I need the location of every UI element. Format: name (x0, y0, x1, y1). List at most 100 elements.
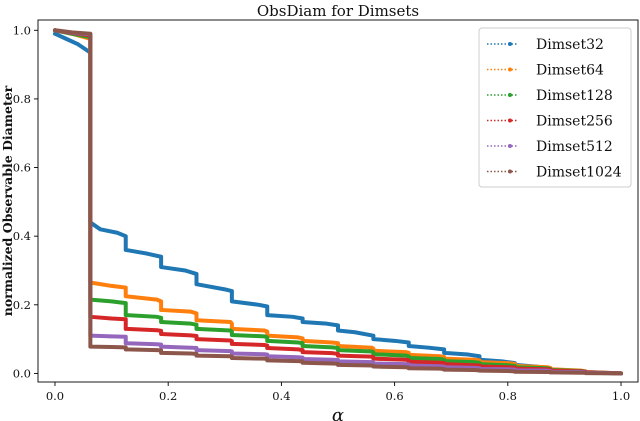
x-tick-label: 0.0 (46, 389, 64, 403)
data-point (579, 370, 584, 375)
data-point (442, 347, 446, 352)
x-tick-label: 0.4 (272, 389, 290, 403)
legend-marker (508, 118, 512, 123)
legend-label: Dimset128 (536, 88, 613, 104)
data-point (194, 282, 199, 287)
axes: 0.0 0.2 0.4 0.6 0.8 1.0 0.0 0.2 0.4 0.6 0.8 1.0 (13, 19, 639, 403)
data-point (189, 309, 193, 314)
data-point (404, 357, 408, 362)
data-point (265, 313, 270, 317)
x-axis-label: α (332, 405, 344, 421)
data-point (513, 369, 517, 374)
data-point (472, 368, 476, 372)
y-tick-label: 0.8 (13, 92, 31, 106)
data-point (183, 268, 187, 273)
data-point (371, 333, 376, 338)
legend-marker (508, 169, 512, 174)
data-point (353, 330, 357, 335)
data-point (371, 337, 376, 341)
data-point (262, 334, 267, 339)
data-point (336, 363, 340, 367)
data-point (477, 368, 482, 373)
data-point (123, 248, 128, 252)
legend-marker (508, 144, 512, 148)
data-point (300, 350, 305, 354)
data-point (406, 340, 411, 345)
y-tick-label: 0.2 (13, 298, 31, 312)
data-point (123, 234, 128, 238)
data-point (230, 339, 234, 343)
data-point (265, 346, 270, 350)
data-point (336, 353, 340, 358)
data-point (88, 344, 93, 349)
data-point (159, 308, 163, 312)
data-point (404, 353, 408, 358)
legend-label: Dimset64 (536, 63, 604, 79)
data-point (296, 335, 301, 340)
data-point (392, 339, 397, 343)
data-point (506, 369, 510, 373)
data-point (194, 311, 199, 316)
legend-label: Dimset1024 (536, 165, 622, 181)
data-point (330, 351, 335, 355)
data-point (300, 316, 305, 321)
data-point (194, 334, 199, 338)
data-point (98, 227, 103, 232)
data-point (404, 350, 408, 354)
legend-box (478, 27, 632, 188)
data-point (230, 333, 234, 337)
data-point (438, 357, 442, 361)
data-point (155, 348, 159, 352)
legend-label: Dimset32 (536, 37, 604, 53)
data-point (155, 297, 159, 302)
data-point (53, 28, 57, 33)
data-point (194, 337, 199, 341)
data-point (64, 37, 69, 41)
legend-marker (508, 42, 512, 46)
y-tick-label: 0.4 (13, 229, 31, 243)
data-point (438, 366, 442, 371)
data-point (88, 31, 93, 36)
data-point (155, 328, 159, 332)
data-point (159, 316, 163, 320)
chart-title: ObsDiam for Dimsets (257, 2, 419, 20)
data-point (194, 327, 199, 331)
data-point (123, 327, 128, 331)
legend-marker (508, 67, 512, 72)
x-tick-label: 1.0 (612, 389, 630, 403)
data-point (189, 321, 193, 326)
data-point (194, 318, 199, 323)
data-point (159, 332, 163, 336)
legend-label: Dimset512 (536, 139, 613, 155)
data-point (442, 351, 446, 355)
data-point (189, 345, 193, 350)
data-point (371, 356, 376, 361)
data-point (426, 345, 431, 350)
y-tick-label: 1.0 (13, 23, 31, 37)
data-point (123, 285, 128, 290)
data-point (123, 347, 128, 352)
data-point (70, 30, 74, 35)
data-point (336, 328, 340, 333)
data-point (189, 351, 193, 356)
data-point (159, 299, 163, 304)
data-point (194, 353, 199, 358)
data-point (194, 272, 199, 276)
data-point (548, 370, 553, 375)
data-point (265, 329, 270, 334)
data-point (300, 344, 305, 348)
data-point (194, 348, 199, 352)
data-point (123, 301, 128, 305)
data-point (159, 320, 163, 324)
data-point (159, 329, 163, 333)
data-point (230, 329, 234, 334)
data-point (371, 364, 376, 369)
data-point (583, 371, 588, 375)
data-point (300, 341, 305, 346)
data-point (406, 344, 411, 348)
data-point (123, 313, 128, 317)
data-point (265, 358, 270, 363)
data-point (438, 360, 442, 365)
legend-marker (508, 93, 512, 97)
data-point (262, 352, 267, 357)
